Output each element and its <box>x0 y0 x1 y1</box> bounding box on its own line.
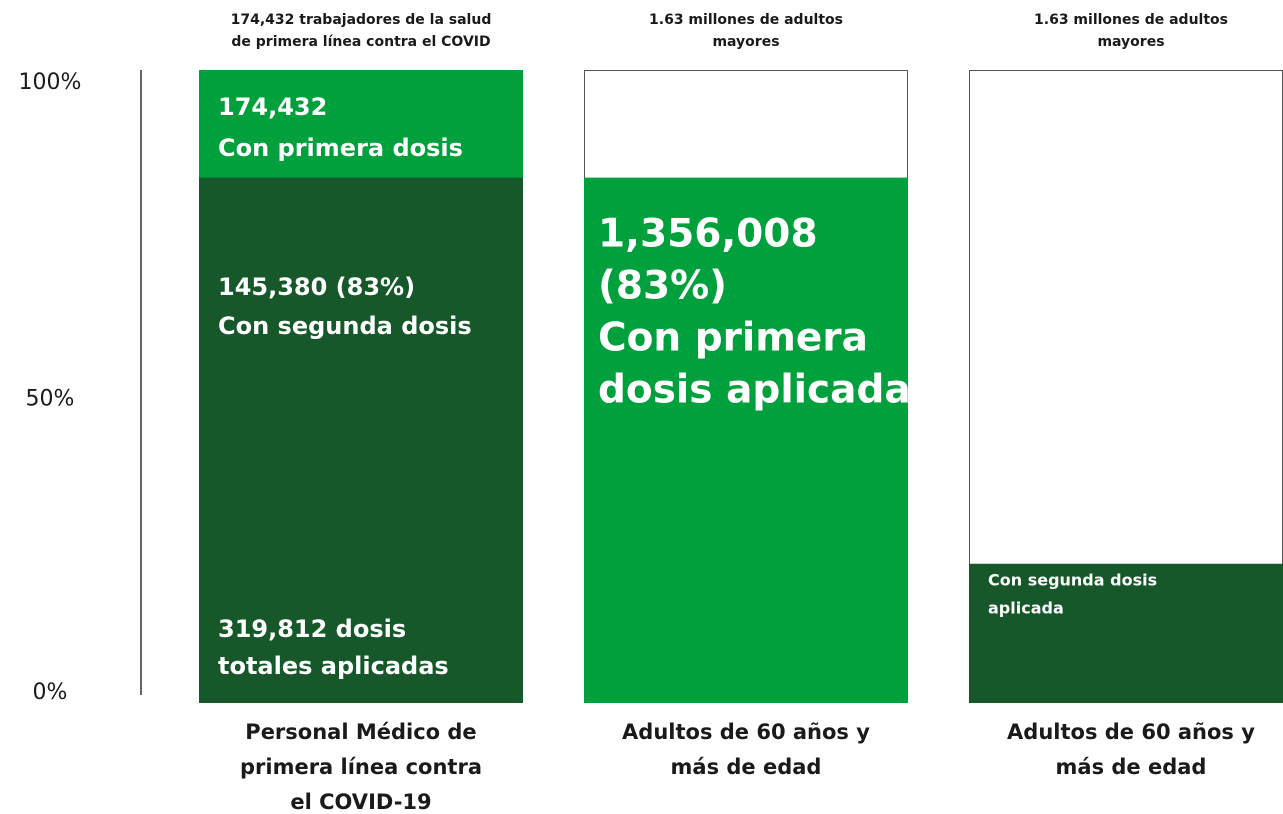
column-header: mayores <box>1097 34 1164 50</box>
annotation: dosis aplicada <box>598 368 911 413</box>
bar <box>969 563 1283 703</box>
annotation: 367,853 (22%) <box>988 542 1144 564</box>
annotation: 145,380 (83%) <box>218 273 415 301</box>
annotation: 1,356,008 <box>598 212 818 257</box>
y-tick-label: 100% <box>19 70 82 95</box>
x-tick-label: Adultos de 60 años y <box>622 720 870 744</box>
annotation: Con primera dosis <box>218 134 463 162</box>
x-tick-label: el COVID-19 <box>290 790 431 814</box>
y-tick-label: 0% <box>33 680 68 705</box>
annotation: 319,812 dosis <box>218 615 406 643</box>
y-tick-label: 50% <box>26 387 75 412</box>
x-tick-label: Personal Médico de <box>245 720 476 744</box>
annotation: totales aplicadas <box>218 652 449 680</box>
bar <box>199 177 523 704</box>
column-header: mayores <box>712 34 779 50</box>
x-tick-label: Adultos de 60 años y <box>1007 720 1255 744</box>
annotation: Con primera <box>598 316 868 361</box>
x-tick-label: más de edad <box>1056 755 1207 779</box>
bar <box>584 177 908 704</box>
column-header: 174,432 trabajadores de la salud <box>231 12 492 28</box>
x-tick-label: más de edad <box>671 755 822 779</box>
column-header: de primera línea contra el COVID <box>231 34 490 50</box>
annotation: Con segunda dosis <box>218 312 472 340</box>
x-tick-label: primera línea contra <box>240 755 482 779</box>
annotation: 174,432 <box>218 93 327 121</box>
annotation: Con segunda dosis <box>988 571 1157 590</box>
annotation: (83%) <box>598 264 727 309</box>
column-header: 1.63 millones de adultos <box>1034 12 1228 28</box>
annotation: aplicada <box>988 599 1064 618</box>
column-header: 1.63 millones de adultos <box>649 12 843 28</box>
